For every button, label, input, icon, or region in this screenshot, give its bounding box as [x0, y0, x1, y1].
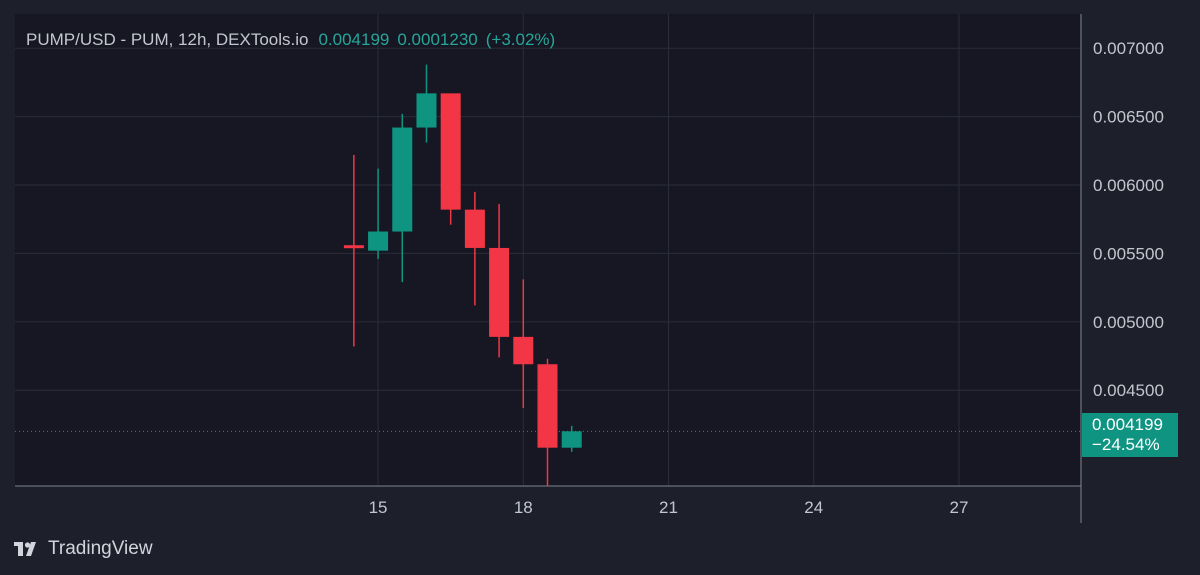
x-tick-label: 24 — [804, 498, 823, 517]
candle-8[interactable] — [537, 358, 558, 486]
price-tag-value: 0.004199 — [1092, 415, 1163, 434]
tradingview-logo[interactable]: TradingView — [14, 538, 153, 560]
brand-name: TradingView — [48, 538, 153, 559]
legend-change-pct: (+3.02%) — [485, 30, 556, 49]
candle-body — [392, 127, 413, 232]
tradingview-icon — [14, 542, 36, 556]
candle-body — [537, 364, 558, 448]
y-tick-label: 0.007000 — [1093, 39, 1164, 58]
candle-9[interactable] — [561, 425, 582, 452]
candle-body — [464, 209, 485, 248]
y-tick-label: 0.005500 — [1093, 244, 1164, 263]
vertical-grid — [377, 14, 960, 486]
candle-3[interactable] — [416, 64, 437, 143]
y-tick-label: 0.006500 — [1093, 108, 1164, 127]
y-tick-label: 0.005000 — [1093, 313, 1164, 332]
candle-body — [343, 245, 364, 249]
y-axis-labels: 0.007000 0.006500 0.006000 0.005500 0.005000… — [1093, 39, 1164, 400]
last-price-tag: 0.004199 −24.54% — [1082, 413, 1178, 457]
x-tick-label: 18 — [514, 498, 533, 517]
y-tick-label: 0.006000 — [1093, 176, 1164, 195]
candle-body — [440, 93, 461, 210]
symbol-title[interactable]: PUMP/USD - PUM, 12h, DEXTools.io — [26, 30, 309, 49]
candle-6[interactable] — [489, 204, 510, 358]
y-tick-label: 0.004500 — [1093, 381, 1164, 400]
candle-body — [489, 247, 510, 337]
x-tick-label: 15 — [369, 498, 388, 517]
price-tag-pct: −24.54% — [1092, 435, 1160, 454]
candle-body — [368, 231, 389, 251]
candle-body — [416, 93, 437, 128]
candles — [343, 64, 582, 486]
candle-2[interactable] — [392, 113, 413, 283]
candle-body — [561, 431, 582, 448]
candle-1[interactable] — [368, 168, 389, 259]
x-axis-labels: 15 18 21 24 27 — [369, 498, 969, 517]
candle-7[interactable] — [513, 279, 534, 409]
candle-4[interactable] — [440, 93, 461, 225]
candle-0[interactable] — [343, 154, 364, 347]
x-tick-label: 27 — [950, 498, 969, 517]
legend-last-price: 0.004199 — [318, 30, 390, 49]
x-tick-label: 21 — [659, 498, 678, 517]
candle-5[interactable] — [464, 191, 485, 306]
candle-body — [513, 336, 534, 365]
chart-legend: PUMP/USD - PUM, 12h, DEXTools.io 0.004199… — [26, 30, 555, 50]
legend-change: 0.0001230 — [397, 30, 478, 49]
